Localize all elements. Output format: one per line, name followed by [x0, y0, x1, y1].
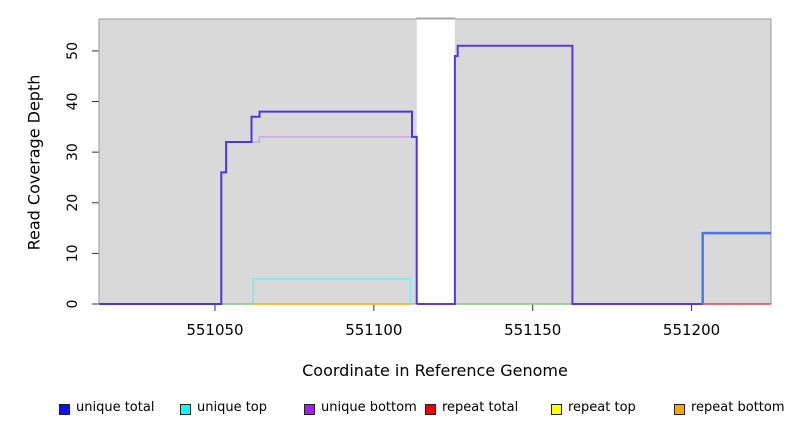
legend-label: repeat top [568, 400, 636, 415]
x-tick-label: 551150 [504, 321, 561, 339]
series-unique-total-right [701, 231, 771, 304]
legend-label: unique total [76, 400, 155, 415]
series-unique-total-left [99, 110, 418, 305]
y-tick-label: 0 [65, 300, 81, 309]
y-tick-label: 30 [65, 143, 81, 161]
legend-swatch-repeat-total [425, 404, 436, 415]
series-unique-bottom-line [251, 136, 412, 143]
legend-swatch-unique-top [180, 404, 191, 415]
x-tick-label: 551200 [663, 321, 720, 339]
y-tick-label: 50 [65, 42, 81, 60]
x-tick-label: 551100 [345, 321, 402, 339]
legend-swatch-repeat-bottom [674, 404, 685, 415]
legend-label: repeat bottom [691, 400, 785, 415]
offscale-band [416, 19, 455, 304]
y-tick-label: 40 [65, 93, 81, 111]
y-axis-title: Read Coverage Depth [24, 74, 44, 251]
legend-label: unique top [197, 400, 268, 415]
y-tick-label: 10 [65, 244, 81, 262]
legend-swatch-unique-total [59, 404, 70, 415]
legend-swatch-unique-bottom [304, 404, 315, 415]
legend-label: unique bottom [321, 400, 417, 415]
series-unique-top-line [252, 277, 412, 304]
x-axis-title: Coordinate in Reference Genome [302, 361, 568, 380]
x-tick-label: 551050 [186, 321, 243, 339]
series-unique-total-mid [416, 44, 703, 305]
y-tick-label: 20 [65, 194, 81, 212]
legend-label: repeat total [442, 400, 519, 415]
legend-swatch-repeat-top [551, 404, 562, 415]
